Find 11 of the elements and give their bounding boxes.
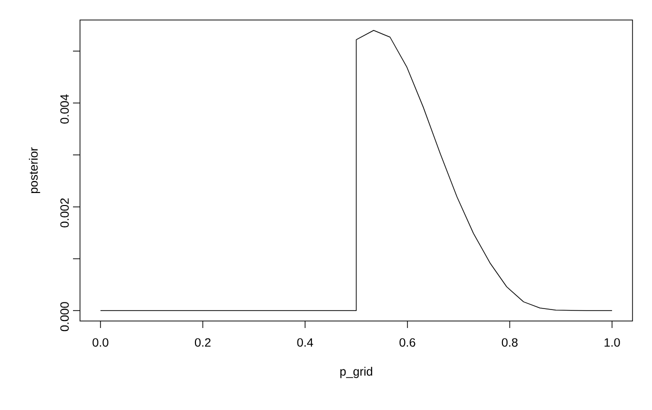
y-axis-title: posterior bbox=[28, 147, 40, 194]
y-tick-label: 0.002 bbox=[60, 198, 69, 228]
y-tick-label: 0.004 bbox=[60, 94, 69, 124]
x-tick-label: 0.8 bbox=[502, 338, 518, 347]
y-tick-label: 0.000 bbox=[60, 302, 69, 332]
x-tick-label: 1.0 bbox=[604, 338, 620, 347]
x-tick-label: 0.0 bbox=[92, 338, 108, 347]
x-axis-title: p_grid bbox=[340, 366, 372, 378]
x-tick-label: 0.6 bbox=[400, 338, 416, 347]
x-tick-label: 0.2 bbox=[194, 338, 211, 347]
x-tick-label: 0.4 bbox=[297, 338, 314, 347]
